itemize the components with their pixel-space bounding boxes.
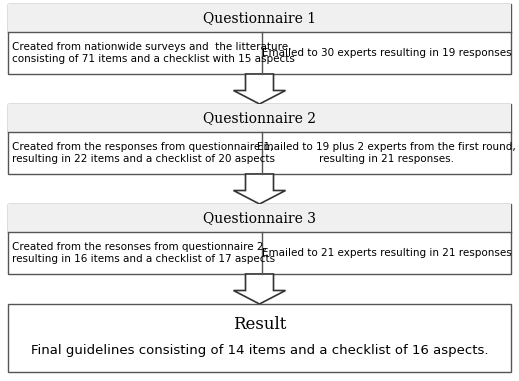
Bar xyxy=(8,204,511,274)
Text: Created from the responses from questionnaire 1,
resulting in 22 items and a che: Created from the responses from question… xyxy=(12,142,275,164)
Text: Created from the resonses from questionnaire 2,
resulting in 16 items and a chec: Created from the resonses from questionn… xyxy=(12,242,275,264)
Bar xyxy=(8,104,511,174)
Polygon shape xyxy=(234,174,285,204)
Text: Final guidelines consisting of 14 items and a checklist of 16 aspects.: Final guidelines consisting of 14 items … xyxy=(31,344,488,357)
Text: Questionnaire 2: Questionnaire 2 xyxy=(203,111,316,125)
Bar xyxy=(8,4,511,32)
Text: Questionnaire 1: Questionnaire 1 xyxy=(203,11,316,25)
Bar xyxy=(8,104,511,132)
Bar xyxy=(8,204,511,232)
Text: Emailed to 21 experts resulting in 21 responses: Emailed to 21 experts resulting in 21 re… xyxy=(262,248,511,258)
Text: Questionnaire 3: Questionnaire 3 xyxy=(203,211,316,225)
Bar xyxy=(8,304,511,372)
Bar xyxy=(8,4,511,74)
Text: Created from nationwide surveys and  the litterature,
consisting of 71 items and: Created from nationwide surveys and the … xyxy=(12,42,295,64)
Polygon shape xyxy=(234,274,285,304)
Text: Result: Result xyxy=(233,316,286,333)
Text: Emailed to 30 experts resulting in 19 responses: Emailed to 30 experts resulting in 19 re… xyxy=(262,48,511,58)
Polygon shape xyxy=(234,74,285,104)
Text: Emailed to 19 plus 2 experts from the first round,
resulting in 21 responses.: Emailed to 19 plus 2 experts from the fi… xyxy=(257,142,516,164)
